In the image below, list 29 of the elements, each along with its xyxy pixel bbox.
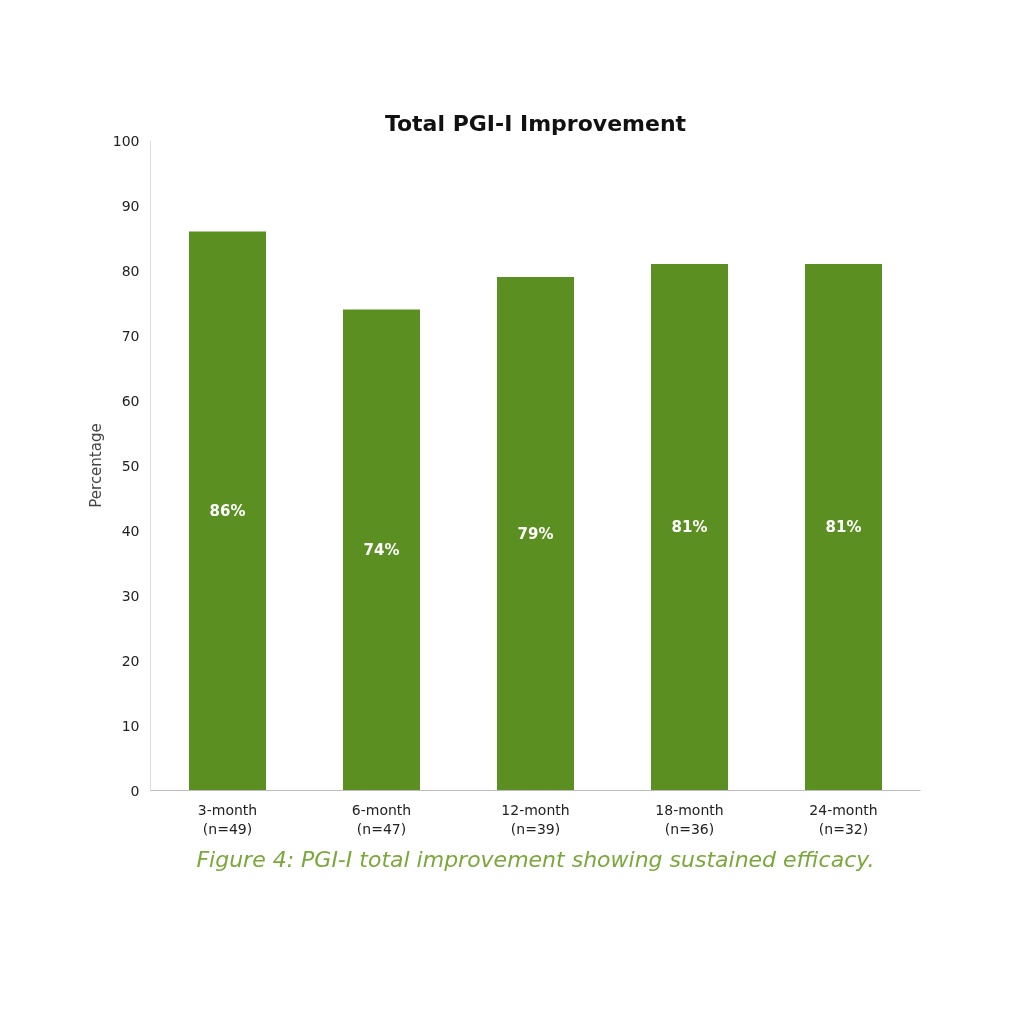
data-label: 86% (209, 502, 246, 520)
y-tick-label: 0 (130, 782, 140, 799)
bar (651, 264, 728, 791)
bar (343, 309, 420, 791)
data-label: 79% (517, 524, 554, 543)
bar (497, 277, 574, 791)
y-tick-label: 80 (121, 262, 140, 279)
y-tick-label: 90 (121, 197, 140, 214)
y-tick-label: 40 (121, 522, 140, 539)
bar (805, 264, 882, 791)
y-tick-label: 70 (121, 327, 140, 344)
x-tick-label: 12-month (n=39) (501, 801, 570, 837)
x-tick-label: 24-month (n=32) (809, 801, 878, 837)
bar (189, 231, 266, 791)
data-label: 74% (363, 541, 400, 559)
y-axis-title: Percentage (86, 423, 105, 508)
y-tick-label: 30 (121, 587, 140, 604)
x-tick-label: 18-month (n=36) (655, 801, 724, 837)
y-tick-label: 60 (121, 392, 140, 409)
data-label: 81% (825, 518, 862, 537)
y-tick-label: 100 (112, 132, 140, 149)
y-tick-label: 20 (121, 652, 140, 669)
chart-title: Total PGI-I Improvement (384, 110, 687, 136)
y-tick-label: 10 (121, 717, 140, 734)
y-tick-label: 50 (121, 457, 140, 474)
caption: Figure 4: PGI-I total improvement showing sustained efficacy. (196, 846, 875, 872)
x-tick-label: 6-month (n=47) (351, 801, 412, 837)
x-tick-label: 3-month (n=49) (197, 801, 258, 837)
data-label: 81% (671, 518, 708, 537)
